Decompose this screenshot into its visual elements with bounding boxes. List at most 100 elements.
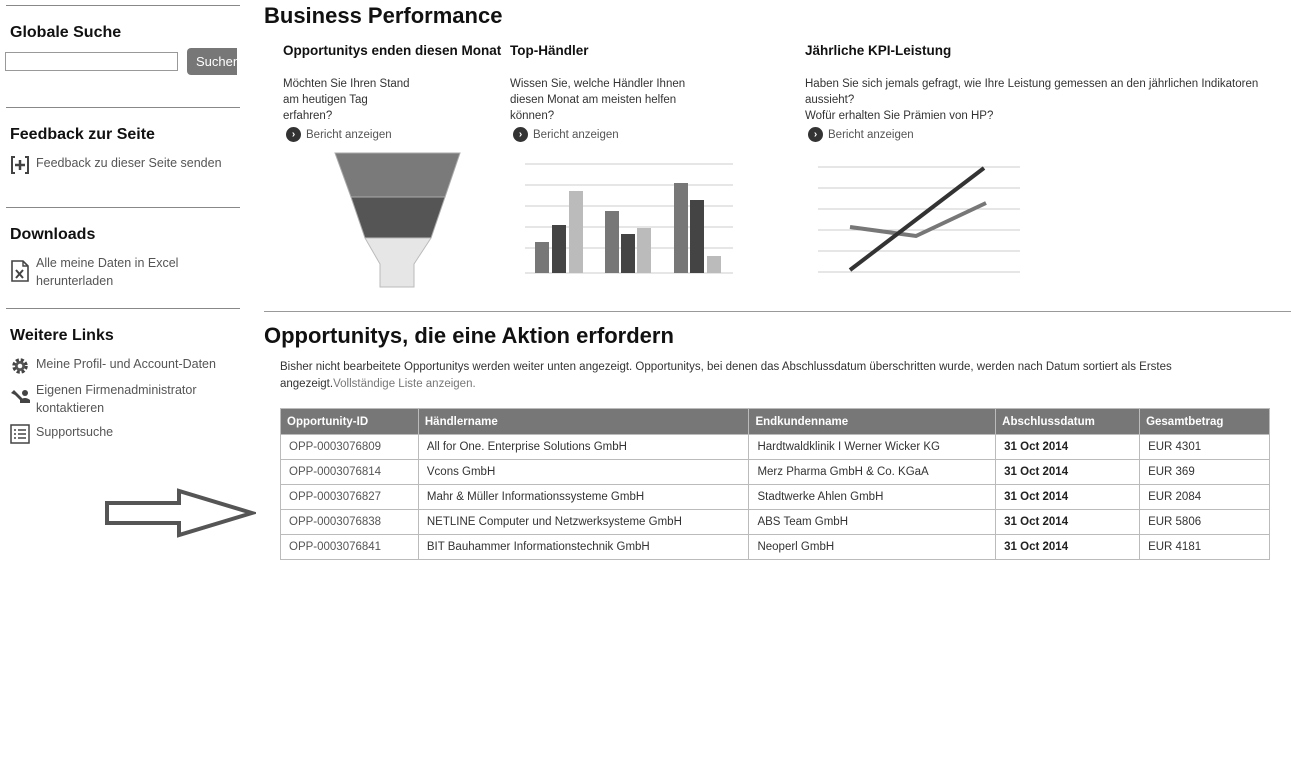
report-link-opportunities[interactable]: › Bericht anzeigen xyxy=(286,127,392,142)
excel-file-icon xyxy=(9,260,31,282)
opportunity-id-cell[interactable]: OPP-0003076814 xyxy=(280,459,419,485)
gear-icon xyxy=(9,355,31,377)
business-performance-title: Business Performance xyxy=(264,3,503,28)
arrow-right-circle-icon: › xyxy=(513,127,528,142)
opportunities-ending-title: Opportunitys enden diesen Monat xyxy=(283,43,502,58)
table-row[interactable]: OPP-0003076809 All for One. Enterprise S… xyxy=(280,434,1270,460)
excel-download-label-line2: herunterladen xyxy=(36,274,114,288)
dealer-name-cell: NETLINE Computer und Netzwerksysteme Gmb… xyxy=(417,509,750,535)
total-amount-cell: EUR 4181 xyxy=(1139,534,1270,560)
dealer-name-cell: Vcons GmbH xyxy=(417,459,750,485)
table-header-row: Opportunity-ID Händlername Endkundenname… xyxy=(280,408,1270,435)
close-date-cell: 31 Oct 2014 xyxy=(995,534,1141,560)
opportunities-action-title: Opportunitys, die eine Aktion erfordern xyxy=(264,323,674,348)
report-link-label: Bericht anzeigen xyxy=(533,128,619,141)
close-date-cell: 31 Oct 2014 xyxy=(995,434,1141,460)
text-line: aussieht? xyxy=(805,94,855,106)
column-header-close-date[interactable]: Abschlussdatum xyxy=(995,408,1141,435)
report-link-kpi[interactable]: › Bericht anzeigen xyxy=(808,127,914,142)
report-link-label: Bericht anzeigen xyxy=(306,128,392,141)
feedback-link-label: Feedback zu dieser Seite senden xyxy=(36,156,222,170)
admin-contact-link[interactable]: Eigenen Firmenadministrator kontaktieren xyxy=(9,381,197,417)
full-list-link[interactable]: Vollständige Liste anzeigen. xyxy=(333,378,476,390)
text-line: Wofür erhalten Sie Prämien von HP? xyxy=(805,110,994,122)
text-line: Wissen Sie, welche Händler Ihnen xyxy=(510,78,686,90)
opportunity-id-cell[interactable]: OPP-0003076841 xyxy=(280,534,419,560)
top-dealers-text: Wissen Sie, welche Händler Ihnen diesen … xyxy=(510,76,685,124)
line-chart-image xyxy=(818,166,1020,273)
report-link-top-dealers[interactable]: › Bericht anzeigen xyxy=(513,127,619,142)
end-customer-cell: Neoperl GmbH xyxy=(748,534,997,560)
profile-link[interactable]: Meine Profil- und Account-Daten xyxy=(9,355,216,377)
close-date-cell: 31 Oct 2014 xyxy=(995,509,1141,535)
more-links-title: Weitere Links xyxy=(10,327,114,344)
intro-text: Bisher nicht bearbeitete Opportunitys we… xyxy=(280,361,1172,390)
opportunities-intro: Bisher nicht bearbeitete Opportunitys we… xyxy=(280,359,1270,393)
end-customer-cell: Merz Pharma GmbH & Co. KGaA xyxy=(748,459,997,485)
opportunities-table: Opportunity-ID Händlername Endkundenname… xyxy=(280,408,1270,560)
arrow-right-circle-icon: › xyxy=(808,127,823,142)
sidebar-divider xyxy=(6,107,240,108)
sidebar-divider xyxy=(6,5,240,6)
column-header-total-amount[interactable]: Gesamtbetrag xyxy=(1139,408,1270,435)
report-link-label: Bericht anzeigen xyxy=(828,128,914,141)
admin-contact-label: Eigenen Firmenadministrator kontaktieren xyxy=(36,381,197,417)
annual-kpi-title: Jährliche KPI-Leistung xyxy=(805,43,952,58)
dealer-name-cell: Mahr & Müller Informationssysteme GmbH xyxy=(417,484,750,510)
wrench-user-icon xyxy=(9,387,31,409)
feedback-link[interactable]: Feedback zu dieser Seite senden xyxy=(9,154,222,176)
annotation-arrow-icon xyxy=(105,488,256,538)
global-search-title: Globale Suche xyxy=(10,24,122,41)
total-amount-cell: EUR 369 xyxy=(1139,459,1270,485)
admin-contact-label-line1: Eigenen Firmenadministrator xyxy=(36,383,197,397)
end-customer-cell: Hardtwaldklinik I Werner Wicker KG xyxy=(748,434,997,460)
section-divider xyxy=(264,311,1291,312)
close-date-cell: 31 Oct 2014 xyxy=(995,484,1141,510)
opportunities-ending-text: Möchten Sie Ihren Stand am heutigen Tag … xyxy=(283,76,410,124)
dealer-name-cell: BIT Bauhammer Informationstechnik GmbH xyxy=(417,534,750,560)
list-icon xyxy=(9,423,31,445)
table-row[interactable]: OPP-0003076827 Mahr & Müller Information… xyxy=(280,484,1270,510)
profile-link-label: Meine Profil- und Account-Daten xyxy=(36,357,216,371)
support-search-link[interactable]: Supportsuche xyxy=(9,423,113,445)
total-amount-cell: EUR 5806 xyxy=(1139,509,1270,535)
excel-download-label: Alle meine Daten in Excel herunterladen xyxy=(36,254,178,290)
end-customer-cell: Stadtwerke Ahlen GmbH xyxy=(748,484,997,510)
excel-download-link[interactable]: Alle meine Daten in Excel herunterladen xyxy=(9,254,178,290)
annual-kpi-text: Haben Sie sich jemals gefragt, wie Ihre … xyxy=(805,76,1258,124)
downloads-title: Downloads xyxy=(10,226,96,243)
column-header-dealer-name[interactable]: Händlername xyxy=(417,408,750,435)
text-line: am heutigen Tag xyxy=(283,94,368,106)
sidebar-divider xyxy=(6,308,240,309)
text-line: Möchten Sie Ihren Stand xyxy=(283,78,410,90)
text-line: können? xyxy=(510,110,555,122)
text-line: erfahren? xyxy=(283,110,333,122)
feedback-plus-icon xyxy=(9,154,31,176)
bar-chart-image xyxy=(525,163,733,274)
table-row[interactable]: OPP-0003076838 NETLINE Computer und Netz… xyxy=(280,509,1270,535)
close-date-cell: 31 Oct 2014 xyxy=(995,459,1141,485)
search-button[interactable]: Suchen xyxy=(187,48,237,75)
column-header-end-customer[interactable]: Endkundenname xyxy=(748,408,997,435)
support-search-label: Supportsuche xyxy=(36,425,114,439)
excel-download-label-line1: Alle meine Daten in Excel xyxy=(36,256,179,270)
text-line: Haben Sie sich jemals gefragt, wie Ihre … xyxy=(805,78,1259,90)
column-header-opportunity-id[interactable]: Opportunity-ID xyxy=(280,408,419,435)
arrow-right-circle-icon: › xyxy=(286,127,301,142)
total-amount-cell: EUR 2084 xyxy=(1139,484,1270,510)
opportunity-id-cell[interactable]: OPP-0003076809 xyxy=(280,434,419,460)
feedback-title: Feedback zur Seite xyxy=(10,126,155,143)
sidebar-divider xyxy=(6,207,240,208)
dealer-name-cell: All for One. Enterprise Solutions GmbH xyxy=(417,434,750,460)
text-line: diesen Monat am meisten helfen xyxy=(510,94,677,106)
search-input[interactable] xyxy=(5,52,178,71)
top-dealers-title: Top-Händler xyxy=(510,43,589,58)
table-row[interactable]: OPP-0003076841 BIT Bauhammer Information… xyxy=(280,534,1270,560)
end-customer-cell: ABS Team GmbH xyxy=(748,509,997,535)
opportunity-id-cell[interactable]: OPP-0003076827 xyxy=(280,484,419,510)
total-amount-cell: EUR 4301 xyxy=(1139,434,1270,460)
opportunity-id-cell[interactable]: OPP-0003076838 xyxy=(280,509,419,535)
funnel-chart-image xyxy=(334,152,461,288)
table-row[interactable]: OPP-0003076814 Vcons GmbH Merz Pharma Gm… xyxy=(280,459,1270,485)
admin-contact-label-line2: kontaktieren xyxy=(36,401,105,415)
